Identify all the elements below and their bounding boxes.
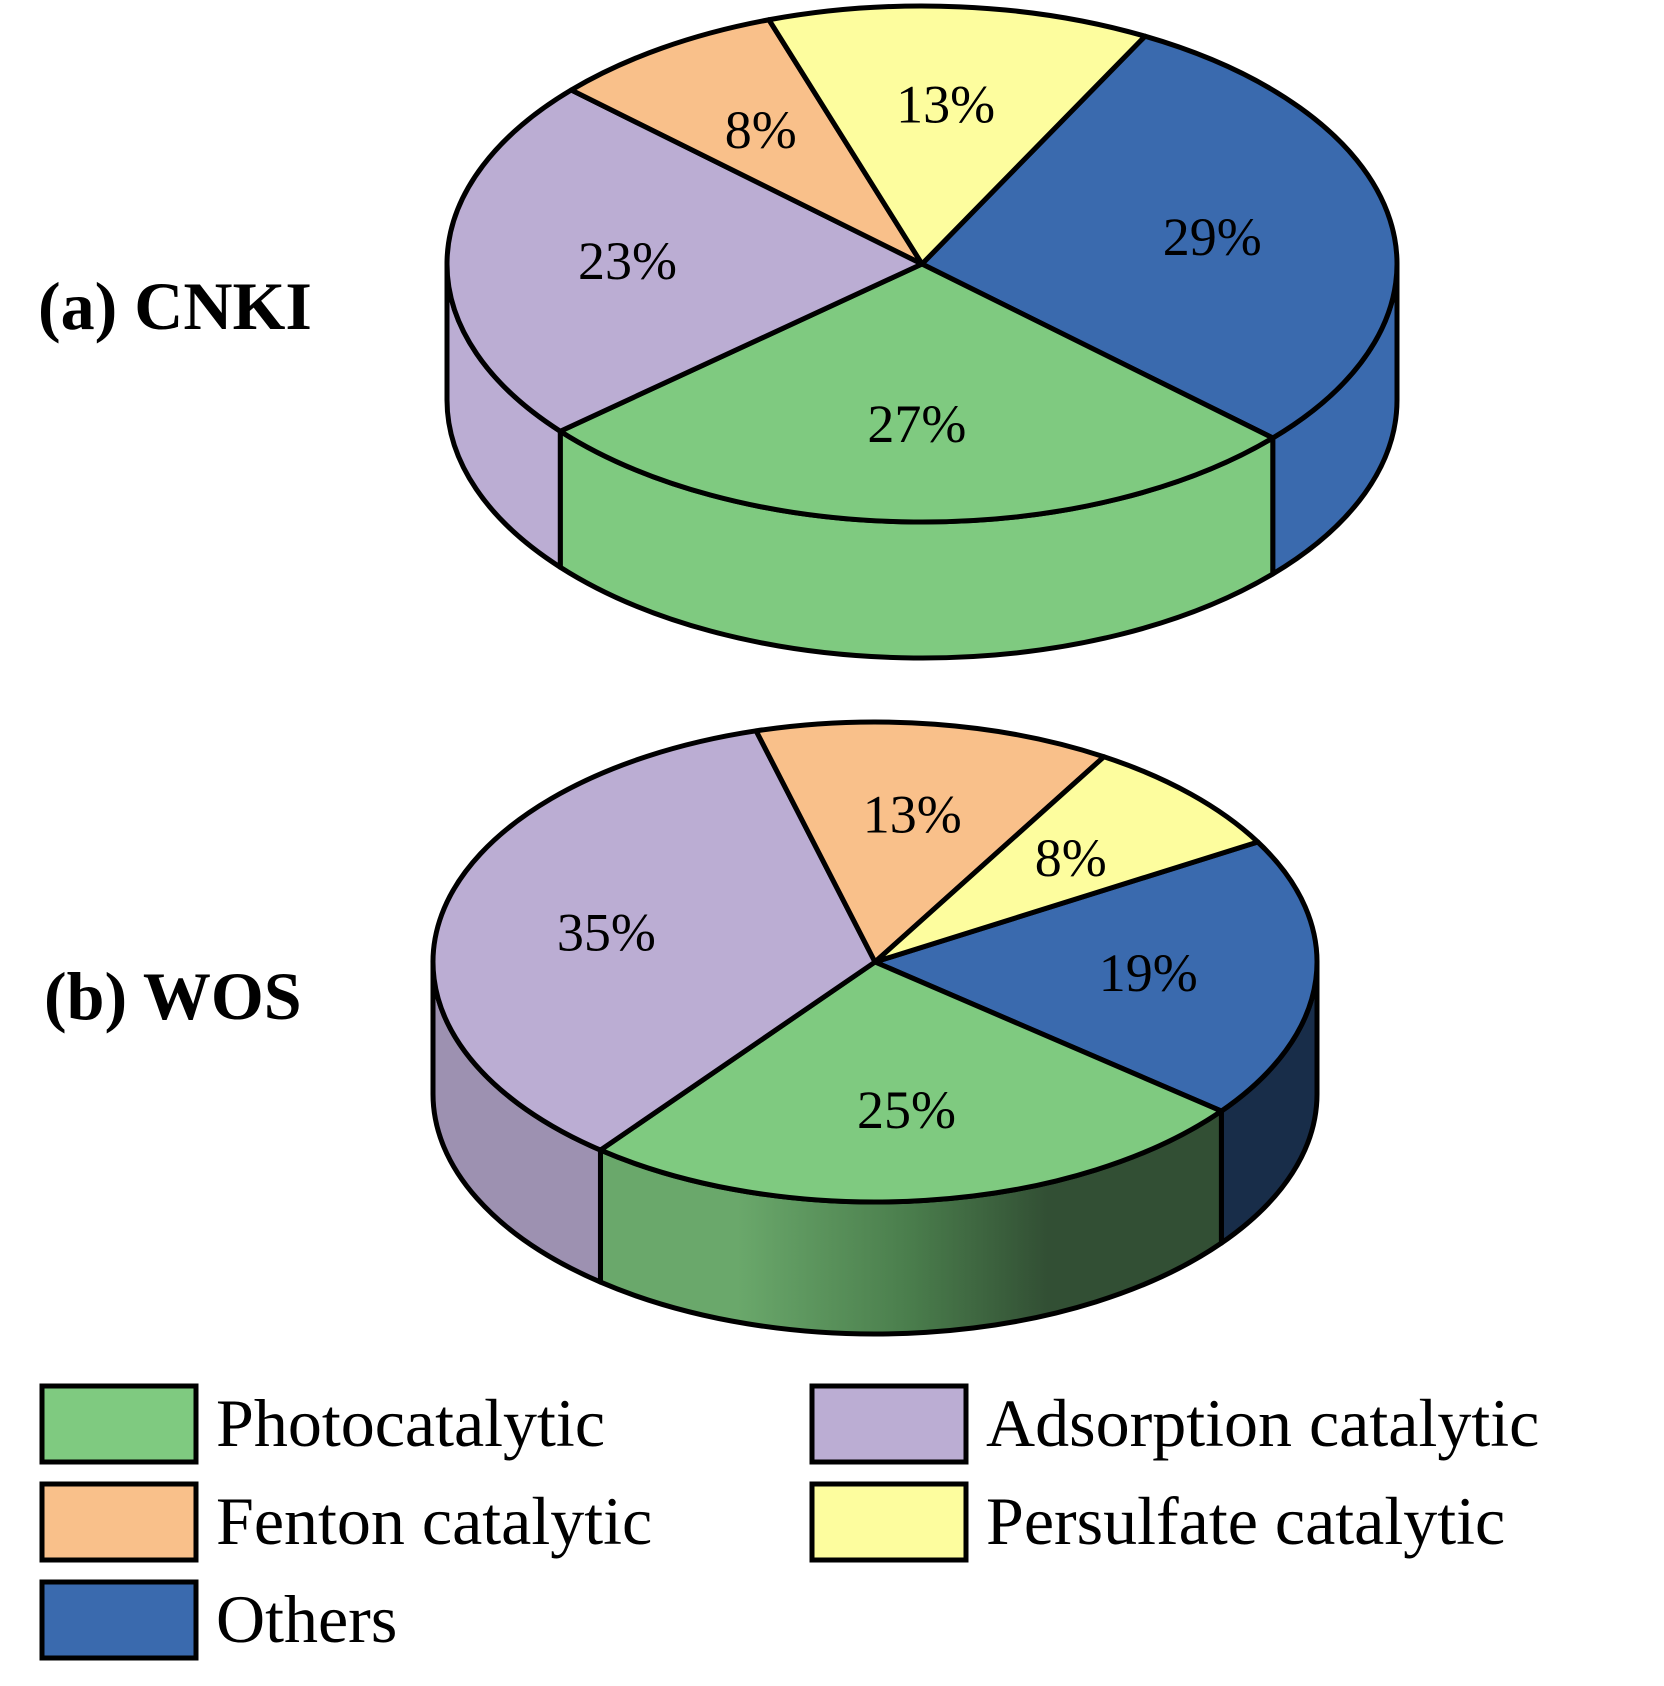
pie-slice-persulfate — [872, 754, 1261, 965]
legend-label-fenton: Fenton catalytic — [216, 1483, 652, 1559]
pie-cnki: (a) CNKI 29% 27% 23% 8% 13% — [38, 3, 1400, 661]
pie-label-adsorption: 23% — [578, 231, 677, 291]
pie-slice-fenton — [568, 17, 925, 267]
legend-swatch-persulfate — [809, 1481, 969, 1563]
pie-label-adsorption: 35% — [557, 903, 656, 963]
pie-label-photo: 27% — [867, 394, 966, 454]
pie-wos-labels: 19% 25% 35% 13% 8% — [557, 785, 1198, 1140]
pie-slice-others — [919, 33, 1400, 441]
pie-slice-adsorption — [444, 87, 925, 434]
pie-cnki-top — [444, 3, 1400, 525]
legend-item-persulfate: Persulfate catalytic — [809, 1481, 1505, 1563]
legend: Photocatalytic Adsorption catalytic Fent… — [39, 1383, 1539, 1661]
legend-swatch-fenton — [39, 1481, 199, 1563]
legend-label-persulfate: Persulfate catalytic — [986, 1483, 1505, 1559]
pie-slice-persulfate — [766, 3, 1148, 267]
pie-slice-adsorption — [430, 728, 878, 1153]
legend-swatch-adsorption — [809, 1383, 969, 1465]
legend-label-photocatalytic: Photocatalytic — [216, 1385, 605, 1461]
pie-slice-fenton — [753, 719, 1107, 965]
legend-item-adsorption: Adsorption catalytic — [809, 1383, 1539, 1465]
pie-wos-top — [430, 719, 1320, 1205]
pie-title-wos: (b) WOS — [44, 958, 302, 1034]
legend-swatch-others — [39, 1579, 199, 1661]
pie-label-others: 29% — [1163, 207, 1262, 267]
legend-item-others: Others — [39, 1579, 397, 1661]
legend-item-photocatalytic: Photocatalytic — [39, 1383, 605, 1465]
pie-label-persulfate: 8% — [1035, 828, 1107, 888]
pie-label-fenton: 8% — [725, 100, 797, 160]
pie-cnki-labels: 29% 27% 23% 8% 13% — [578, 75, 1262, 454]
pie-wos: (b) WOS 19% 25% 35% 13% 8% — [44, 719, 1320, 1337]
pie-label-persulfate: 13% — [896, 75, 995, 135]
pie-title-cnki: (a) CNKI — [38, 268, 312, 344]
legend-label-adsorption: Adsorption catalytic — [986, 1385, 1539, 1461]
legend-item-fenton: Fenton catalytic — [39, 1481, 652, 1563]
pie-label-others: 19% — [1099, 943, 1198, 1003]
pie-label-fenton: 13% — [863, 785, 962, 845]
pie-slice-photo — [597, 959, 1224, 1205]
pie-slice-others — [872, 839, 1320, 1114]
legend-swatch-photocatalytic — [39, 1383, 199, 1465]
legend-label-others: Others — [216, 1581, 397, 1657]
pie-slice-photo — [557, 261, 1276, 525]
pie-label-photo: 25% — [857, 1080, 956, 1140]
